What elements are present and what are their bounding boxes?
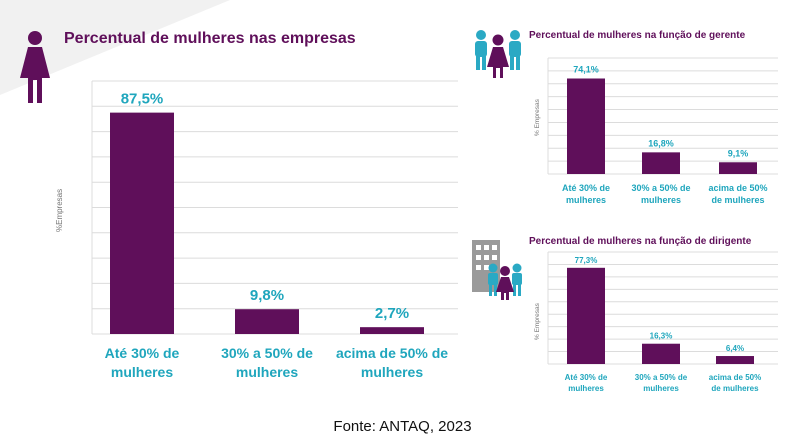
dirigente-bar-2	[642, 343, 680, 364]
dirigente-category-label-3: acima de 50% de mulheres	[709, 373, 761, 393]
gerente-category-label-2: 30% a 50% de mulheres	[631, 183, 690, 205]
dirigente-value-label-3: 6,4%	[726, 344, 744, 353]
dirigente-chart-title: Percentual de mulheres na função de diri…	[529, 236, 752, 247]
main-chart-title: Percentual de mulheres nas empresas	[64, 30, 356, 47]
building-with-people-icon	[472, 240, 522, 300]
main-value-label-1: 87,5%	[121, 91, 164, 108]
gerente-chart-title: Percentual de mulheres na função de gere…	[529, 30, 746, 41]
dirigente-category-label-2: 30% a 50% de mulheres	[635, 373, 688, 393]
main-bar-2	[235, 309, 299, 334]
gerente-category-label-3: acima de 50% de mulheres	[708, 183, 767, 205]
main-bar-3	[360, 327, 424, 334]
gerente-bar-1	[567, 78, 605, 174]
gerente-value-label-3: 9,1%	[728, 148, 749, 158]
source-note: Fonte: ANTAQ, 2023	[333, 418, 472, 435]
main-bar-1	[110, 112, 174, 334]
gerente-value-label-2: 16,8%	[648, 138, 674, 148]
group-of-people-icon	[475, 30, 521, 78]
dirigente-value-label-2: 16,3%	[650, 332, 673, 341]
woman-icon	[20, 31, 50, 103]
gerente-value-label-1: 74,1%	[573, 64, 599, 74]
main-value-label-2: 9,8%	[250, 287, 284, 304]
main-value-label-3: 2,7%	[375, 305, 409, 322]
gerente-bar-2	[642, 152, 680, 174]
corner-decoration	[0, 0, 230, 95]
gerente-bar-3	[719, 162, 757, 174]
dirigente-category-label-1: Até 30% de mulheres	[565, 373, 608, 393]
main-category-label-1: Até 30% de mulheres	[105, 345, 180, 380]
main-category-label-3: acima de 50% de mulheres	[336, 345, 448, 380]
dirigente-value-label-1: 77,3%	[575, 256, 598, 265]
dirigente-bar-1	[567, 267, 605, 364]
main-category-label-2: 30% a 50% de mulheres	[221, 345, 313, 380]
dirigente-bar-3	[716, 356, 754, 364]
gerente-category-label-1: Até 30% de mulheres	[562, 183, 610, 205]
